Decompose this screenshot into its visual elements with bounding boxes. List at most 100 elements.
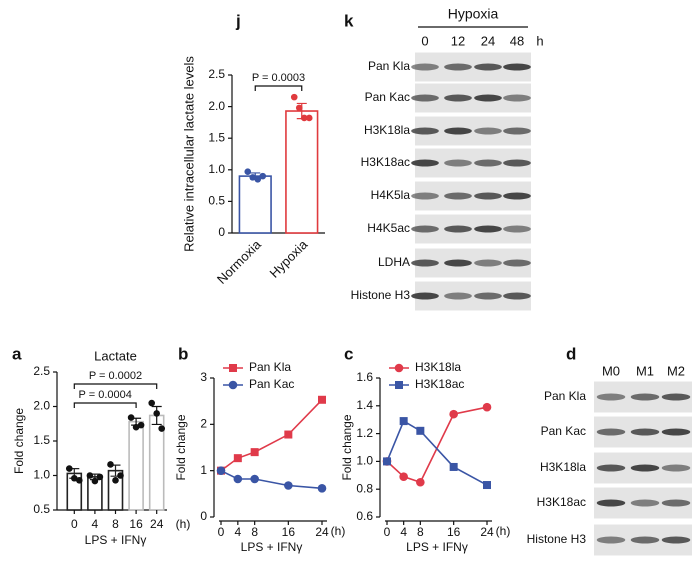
data-point: [483, 481, 491, 490]
blot-band: [444, 63, 472, 71]
x-tick-label: 0: [71, 517, 78, 531]
blot-band: [411, 292, 439, 300]
legend-marker: [394, 363, 404, 373]
data-point: [249, 174, 257, 181]
data-point: [216, 466, 226, 475]
blot-band: [596, 428, 626, 436]
data-point: [383, 457, 391, 466]
blot-band: [503, 127, 531, 135]
blot-band: [503, 292, 531, 300]
panel-label: d: [566, 344, 576, 363]
y-axis-label: Fold change: [12, 408, 26, 474]
lane-label: 0: [421, 33, 428, 48]
data-point: [233, 474, 243, 484]
data-point: [86, 472, 94, 479]
y-tick-label: 0.8: [356, 481, 373, 495]
row-label: Pan Kla: [368, 59, 410, 73]
legend-marker: [229, 364, 237, 372]
x-tick-label: 4: [92, 517, 99, 531]
y-tick-label: 1: [200, 463, 207, 477]
data-point: [96, 473, 104, 481]
data-point: [250, 474, 259, 484]
blot-band: [503, 159, 531, 167]
blot-band: [661, 536, 691, 544]
row-label: H4K5la: [371, 188, 411, 202]
legend-label: H3K18ac: [415, 377, 464, 391]
blot-header: Hypoxia: [448, 6, 499, 22]
y-tick-label: 1.0: [356, 454, 373, 468]
x-tick-label: 24: [480, 525, 494, 539]
blot-band: [444, 94, 472, 102]
blot-band: [444, 127, 472, 135]
data-point: [233, 454, 242, 463]
data-point: [449, 409, 458, 419]
x-axis-label: LPS + IFNγ: [241, 540, 303, 554]
p-value: P = 0.0003: [252, 72, 305, 84]
blot-band: [411, 94, 439, 102]
x-tick-label: 4: [400, 525, 407, 539]
row-label: Histone H3: [351, 288, 411, 302]
blot-band: [474, 259, 502, 267]
data-point: [482, 402, 492, 412]
data-point: [158, 425, 165, 432]
data-point: [318, 395, 326, 404]
x-tick-label: Hypoxia: [266, 236, 310, 280]
x-tick-label: 8: [112, 517, 119, 531]
chart-title: Lactate: [94, 348, 137, 363]
data-point: [290, 93, 298, 101]
row-label: H3K18ac: [537, 495, 586, 509]
y-tick-label: 0: [200, 509, 207, 523]
x-axis-label: LPS + IFNγ: [406, 540, 468, 554]
blot-band: [596, 499, 626, 507]
data-point: [91, 477, 99, 485]
row-label: H3K18la: [540, 460, 586, 474]
y-tick-label: 1.0: [33, 468, 50, 482]
x-tick-label: 8: [417, 525, 424, 539]
legend-label: Pan Kla: [249, 360, 291, 374]
lane-label: 12: [451, 33, 465, 48]
blot-band: [661, 428, 691, 436]
data-point: [250, 448, 259, 457]
significance-bracket: [73, 402, 137, 408]
blot-band: [444, 259, 472, 267]
blot-band: [661, 464, 691, 472]
data-point: [244, 168, 252, 175]
data-point: [317, 483, 327, 493]
blot-band: [444, 225, 472, 233]
data-point: [416, 426, 425, 435]
row-label: H4K5ac: [367, 221, 410, 235]
blot-band: [630, 428, 660, 436]
blot-band: [503, 225, 531, 233]
y-tick-label: 0: [218, 225, 225, 239]
row-label: Histone H3: [527, 532, 587, 546]
y-axis-label: Fold change: [340, 414, 354, 480]
row-label: H3K18ac: [361, 155, 410, 169]
data-point: [399, 417, 408, 426]
data-point: [153, 410, 160, 417]
data-point: [66, 465, 73, 472]
data-point: [132, 423, 140, 431]
blot-band: [503, 94, 531, 102]
lane-label: M2: [667, 363, 685, 378]
legend-label: H3K18la: [415, 360, 461, 374]
blot-band: [661, 393, 691, 401]
panel-label: c: [344, 344, 353, 363]
y-tick-label: 1.4: [356, 398, 373, 412]
blot-band: [411, 63, 439, 71]
blot-band: [596, 393, 626, 401]
bar: [128, 420, 144, 511]
y-tick-label: 2.5: [208, 67, 225, 81]
data-point: [295, 104, 303, 112]
data-point: [107, 461, 114, 468]
lane-label: 24: [481, 33, 495, 48]
lane-label: M1: [636, 363, 654, 378]
row-label: Pan Kac: [541, 424, 586, 438]
x-unit: (h): [496, 524, 511, 538]
significance-bracket: [73, 383, 158, 389]
y-tick-label: 2.0: [33, 399, 50, 413]
x-tick-label: 0: [218, 525, 225, 539]
data-point: [416, 477, 425, 487]
data-point: [71, 474, 78, 482]
blot-band: [474, 159, 502, 167]
